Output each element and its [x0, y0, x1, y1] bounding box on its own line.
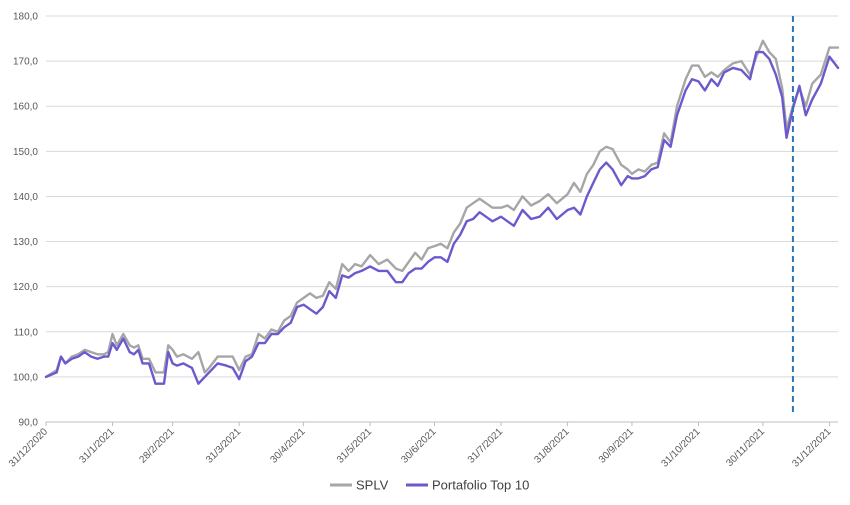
y-tick-label: 110,0 — [14, 327, 39, 338]
x-tick-label: 30/11/2021 — [724, 426, 767, 469]
x-tick-label: 31/8/2021 — [532, 426, 572, 466]
y-tick-label: 160,0 — [13, 102, 38, 113]
x-tick-label: 31/5/2021 — [335, 426, 375, 466]
x-tick-label: 30/9/2021 — [597, 426, 637, 466]
y-tick-label: 180,0 — [13, 12, 38, 23]
x-tick-label: 31/1/2021 — [77, 426, 117, 466]
y-tick-label: 130,0 — [13, 237, 38, 248]
y-tick-label: 150,0 — [13, 147, 38, 158]
x-tick-label: 31/12/2020 — [7, 426, 50, 469]
y-tick-label: 140,0 — [13, 192, 38, 203]
y-tick-label: 100,0 — [13, 372, 38, 383]
x-axis-ticks: 31/12/2020 31/1/2021 28/2/2021 31/3/2021 30/… — [7, 422, 834, 470]
y-tick-label: 90,0 — [19, 418, 39, 429]
x-tick-label: 31/7/2021 — [466, 426, 506, 466]
x-tick-label: 31/3/2021 — [204, 426, 244, 466]
series-layer — [44, 39, 840, 385]
series-line-portafolio-top-10 — [44, 50, 840, 385]
gridlines — [46, 15, 838, 423]
y-tick-label: 120,0 — [13, 282, 38, 293]
y-tick-label: 170,0 — [13, 57, 38, 68]
x-tick-label: 30/6/2021 — [399, 426, 439, 466]
x-tick-label: 30/4/2021 — [268, 426, 308, 466]
series-line-splv — [44, 39, 840, 379]
x-tick-label: 28/2/2021 — [138, 426, 178, 466]
y-axis-ticks: 90,0 100,0 110,0 120,0 130,0 140,0 150,0 160,0 1… — [13, 12, 38, 429]
x-tick-label: 31/12/2021 — [790, 426, 833, 469]
legend-label: SPLV — [356, 478, 389, 493]
legend: SPLV Portafolio Top 10 — [330, 478, 529, 493]
x-tick-label: 31/10/2021 — [659, 426, 702, 469]
legend-label: Portafolio Top 10 — [432, 478, 529, 493]
